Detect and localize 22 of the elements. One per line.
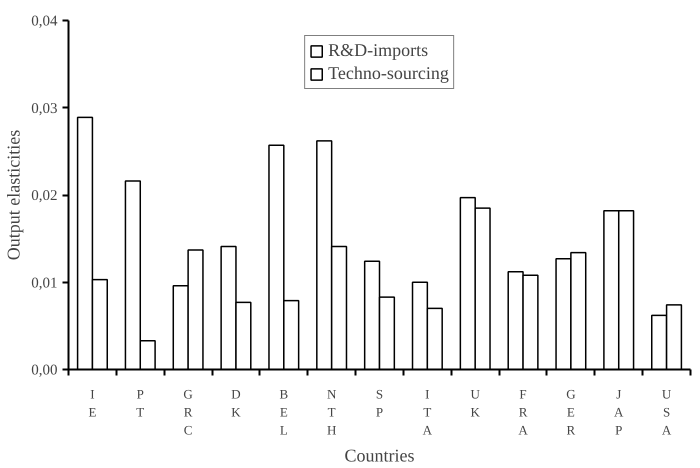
y-tick-label: 0,01 xyxy=(31,275,58,292)
x-tick-label: JAP xyxy=(614,386,624,438)
x-tick-label: BEL xyxy=(279,386,288,438)
y-tick-label: 0,00 xyxy=(31,362,58,378)
y-tick-label: 0,03 xyxy=(31,100,58,117)
legend-label: R&D-imports xyxy=(328,40,428,61)
y-tick-label: 0,02 xyxy=(31,188,58,204)
x-tick-label: PT xyxy=(136,386,144,420)
y-axis-title: Output elasticities xyxy=(3,130,24,260)
x-tick-label: USA xyxy=(662,386,672,438)
legend-label: Techno-sourcing xyxy=(328,63,449,84)
x-tick-label: GRC xyxy=(183,386,193,438)
x-tick-label: NTH xyxy=(326,386,337,438)
x-tick-label: ITA xyxy=(422,386,433,438)
x-tick-label: FRA xyxy=(518,386,528,438)
x-tick-label: UK xyxy=(470,386,480,420)
x-tick-label: IE xyxy=(88,386,96,420)
x-tick-label: DK xyxy=(231,386,242,420)
x-tick-label: GER xyxy=(566,386,576,438)
x-axis-title: Countries xyxy=(344,446,414,466)
y-tick-label: 0,04 xyxy=(31,14,58,30)
x-tick-label: SP xyxy=(376,386,384,420)
